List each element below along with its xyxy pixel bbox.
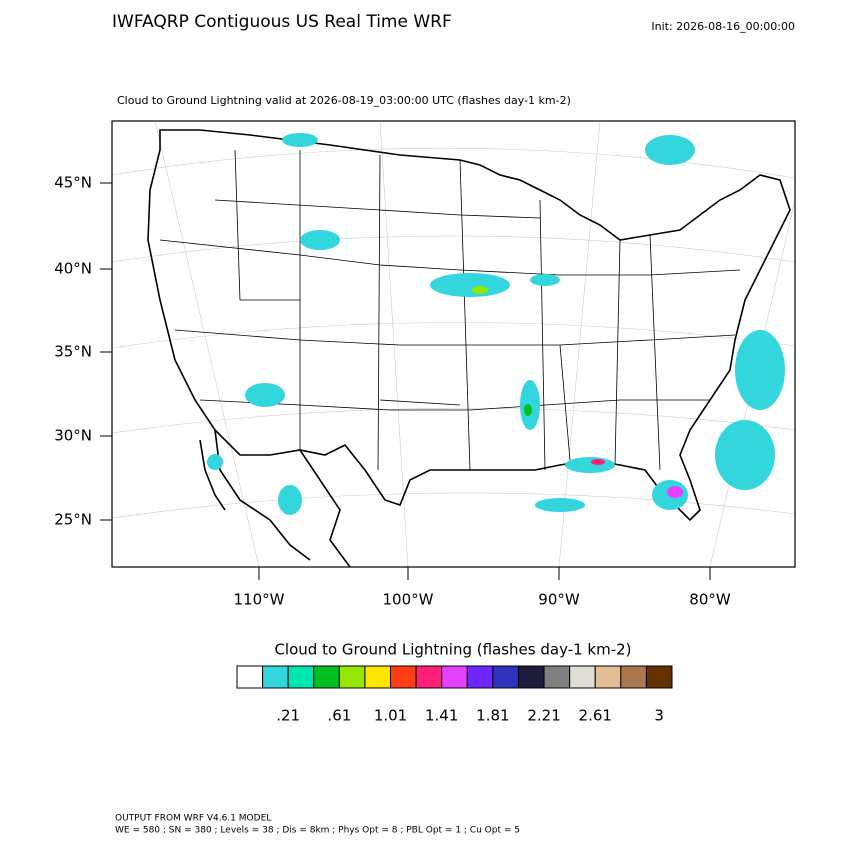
colorbar-box <box>645 665 673 689</box>
lat-label: 25°N <box>54 511 92 529</box>
colorbar-box <box>466 665 494 689</box>
colorbar-box <box>364 665 392 689</box>
colorbar-label: .21 <box>276 707 300 725</box>
colorbar-box <box>287 665 315 689</box>
colorbar-label: .61 <box>327 707 351 725</box>
lon-label: 80°W <box>689 591 731 609</box>
colorbar-box <box>338 665 366 689</box>
colorbar-box <box>492 665 519 689</box>
lat-label: 30°N <box>54 427 92 445</box>
init-time: Init: 2026-08-16_00:00:00 <box>651 20 795 33</box>
colorbar-box <box>620 665 647 689</box>
lightning-areas <box>207 133 785 515</box>
colorbar-box <box>236 665 264 689</box>
colorbar-box <box>517 665 545 689</box>
map <box>111 120 796 568</box>
colorbar-box <box>313 665 340 689</box>
colorbar-box <box>441 665 468 689</box>
lat-label: 40°N <box>54 260 92 278</box>
lon-label: 100°W <box>383 591 434 609</box>
colorbar-box <box>390 665 417 689</box>
colorbar-box <box>543 665 571 689</box>
colorbar-box <box>262 665 289 689</box>
colorbar-label: 1.01 <box>374 707 407 725</box>
lon-label: 110°W <box>234 591 285 609</box>
lat-label: 35°N <box>54 343 92 361</box>
title: IWFAQRP Contiguous US Real Time WRF <box>112 12 452 32</box>
colorbar-label: 1.81 <box>476 707 509 725</box>
colorbar-label: 3 <box>654 707 664 725</box>
colorbar-box <box>594 665 622 689</box>
colorbar-box <box>569 665 596 689</box>
footer-line: OUTPUT FROM WRF V4.6.1 MODEL <box>115 814 271 824</box>
colorbar-box <box>415 665 443 689</box>
colorbar-label: 1.41 <box>425 707 458 725</box>
lon-label: 90°W <box>538 591 580 609</box>
colorbar-label: 2.61 <box>579 707 612 725</box>
subtitle: Cloud to Ground Lightning valid at 2026-… <box>117 94 571 107</box>
colorbar-title: Cloud to Ground Lightning (flashes day-1… <box>274 641 631 659</box>
lat-label: 45°N <box>54 174 92 192</box>
footer-line: WE = 580 ; SN = 380 ; Levels = 38 ; Dis … <box>115 826 520 836</box>
colorbar-label: 2.21 <box>527 707 560 725</box>
